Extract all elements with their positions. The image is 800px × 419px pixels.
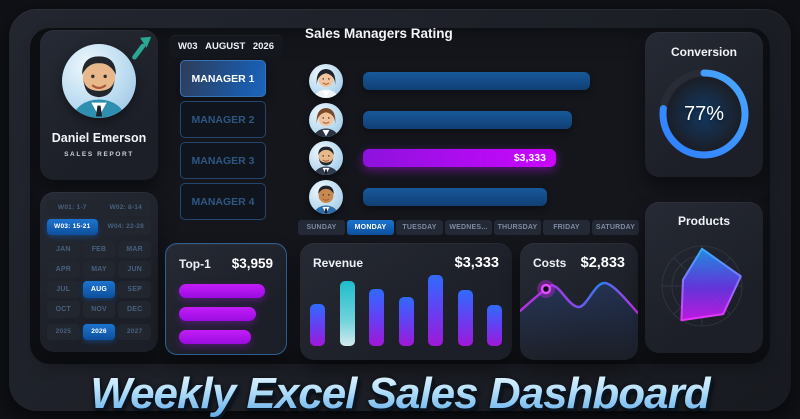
revenue-bar xyxy=(487,304,502,346)
revenue-card: Revenue $3,333 xyxy=(300,243,512,360)
month-cell[interactable]: JUN xyxy=(118,261,151,278)
week-cell[interactable]: W02: 8-14 xyxy=(100,200,151,216)
avatar-woman-dark-hair xyxy=(309,64,343,99)
conversion-title: Conversion xyxy=(670,45,737,59)
conversion-value: 77% xyxy=(683,102,725,125)
period-week: W03 xyxy=(178,41,198,52)
top1-bar xyxy=(179,330,252,344)
costs-card: Costs $2,833 xyxy=(520,243,638,360)
manager-button[interactable]: MANAGER 2 xyxy=(180,101,266,138)
rating-rows: $3,333 xyxy=(309,62,639,216)
costs-label: Costs xyxy=(533,256,567,270)
revenue-bar-chart xyxy=(310,274,502,346)
month-cell[interactable]: AUG xyxy=(82,281,116,298)
month-cell[interactable]: FEB xyxy=(82,241,116,258)
top1-card: Top-1 $3,959 xyxy=(165,243,287,355)
top1-bars xyxy=(179,284,265,344)
products-title: Products xyxy=(677,214,730,228)
rating-bar xyxy=(363,110,572,129)
growth-arrow-icon xyxy=(132,36,152,60)
month-cell[interactable]: JUL xyxy=(47,281,80,298)
products-radar-chart xyxy=(661,245,743,327)
day-tab[interactable]: TUESDAY xyxy=(396,220,443,235)
day-tab[interactable]: THURSDAY xyxy=(494,220,541,235)
month-cell[interactable]: APR xyxy=(47,261,80,278)
main-title: Weekly Excel Sales Dashboard xyxy=(0,369,800,419)
rating-bar xyxy=(363,72,590,91)
conversion-card: Conversion 77% xyxy=(645,32,763,177)
period-year: 2026 xyxy=(252,41,274,52)
rating-row xyxy=(309,62,639,101)
year-cell[interactable]: 2027 xyxy=(118,324,151,340)
week-cell[interactable]: W03: 15-21 xyxy=(47,219,98,235)
manager-button[interactable]: MANAGER 3 xyxy=(180,142,266,179)
rating-row xyxy=(309,178,639,217)
profile-role: SALES REPORT xyxy=(64,151,134,158)
revenue-bar xyxy=(310,304,325,346)
period-pill: W03 AUGUST 2026 xyxy=(169,35,283,58)
month-selector: JAN FEB MAR APR MAY JUN JUL AUG SEP OCT NOV DEC xyxy=(47,241,151,318)
revenue-bar xyxy=(339,280,355,346)
profile-name: Daniel Emerson xyxy=(51,131,147,145)
year-cell[interactable]: 2025 xyxy=(47,324,80,340)
rating-bar xyxy=(363,187,547,206)
revenue-value: $3,333 xyxy=(454,255,499,271)
avatar-man-tan xyxy=(309,179,343,214)
avatar-man-beard xyxy=(309,141,343,176)
week-cell[interactable]: W01: 1-7 xyxy=(47,200,98,216)
month-cell[interactable]: OCT xyxy=(47,301,80,318)
month-cell[interactable]: MAR xyxy=(118,241,151,258)
manager-list: MANAGER 1 MANAGER 2 MANAGER 3 MANAGER 4 xyxy=(180,60,266,220)
week-cell[interactable]: W04: 22-28 xyxy=(100,219,151,235)
revenue-bar xyxy=(369,289,384,346)
week-selector: W01: 1-7 W02: 8-14 W03: 15-21 W04: 22-28 xyxy=(47,200,151,235)
avatar-woman-brown-hair xyxy=(309,102,343,137)
period-month: AUGUST xyxy=(205,41,246,52)
revenue-label: Revenue xyxy=(313,256,364,270)
products-card: Products xyxy=(645,202,763,353)
day-tab[interactable]: MONDAY xyxy=(347,220,394,235)
rating-title: Sales Managers Rating xyxy=(305,26,453,41)
day-tab[interactable]: WEDNES... xyxy=(445,220,492,235)
profile-avatar xyxy=(62,44,136,118)
rating-bar: $3,333 xyxy=(363,149,556,168)
top1-bar xyxy=(179,284,265,298)
manager-button[interactable]: MANAGER 1 xyxy=(180,60,266,97)
revenue-bar xyxy=(428,275,443,346)
month-cell[interactable]: MAY xyxy=(82,261,116,278)
day-tab[interactable]: SUNDAY xyxy=(298,220,345,235)
year-selector: 2025 2026 2027 xyxy=(47,324,151,340)
revenue-bar xyxy=(398,297,414,346)
year-cell[interactable]: 2026 xyxy=(82,324,116,340)
month-cell[interactable]: JAN xyxy=(47,241,80,258)
rating-row xyxy=(309,101,639,140)
conversion-donut-chart: 77% xyxy=(656,66,752,162)
day-tab[interactable]: SATURDAY xyxy=(592,220,639,235)
day-tab[interactable]: FRIDAY xyxy=(543,220,590,235)
month-cell[interactable]: NOV xyxy=(82,301,116,318)
month-cell[interactable]: SEP xyxy=(118,281,151,298)
top1-bar xyxy=(179,307,257,321)
top1-label: Top-1 xyxy=(179,256,211,271)
top1-value: $3,959 xyxy=(231,256,273,271)
calendar-card: W01: 1-7 W02: 8-14 W03: 15-21 W04: 22-28 JA… xyxy=(40,192,158,352)
revenue-bar xyxy=(457,289,473,346)
profile-card: Daniel Emerson SALES REPORT xyxy=(40,30,158,180)
month-cell[interactable]: DEC xyxy=(118,301,151,318)
manager-button[interactable]: MANAGER 4 xyxy=(180,183,266,220)
costs-line-chart xyxy=(520,280,638,360)
day-tabs: SUNDAY MONDAY TUESDAY WEDNES... THURSDAY FRID… xyxy=(298,220,639,235)
costs-value: $2,833 xyxy=(580,255,625,271)
rating-row: $3,333 xyxy=(309,139,639,178)
